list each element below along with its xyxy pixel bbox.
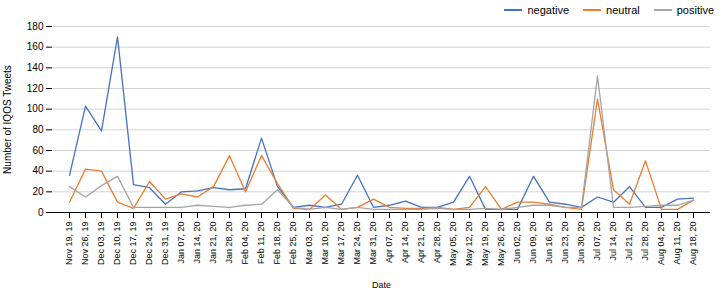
svg-text:May 12, 20: May 12, 20 [464,222,474,267]
svg-text:Mar 17, 20: Mar 17, 20 [336,222,346,265]
svg-text:Aug 04, 20: Aug 04, 20 [656,222,666,266]
svg-text:Jul 21, 20: Jul 21, 20 [624,222,634,261]
svg-text:20: 20 [32,186,44,197]
html-text:neutral: neutral [606,4,640,16]
svg-text:Mar 03, 20: Mar 03, 20 [304,222,314,265]
svg-text:140: 140 [27,62,44,73]
svg-text:Jun 30, 20: Jun 30, 20 [576,222,586,264]
svg-text:Mar 24, 20: Mar 24, 20 [352,222,362,265]
svg-text:May 19, 20: May 19, 20 [480,222,490,267]
svg-text:Jul 07, 20: Jul 07, 20 [592,222,602,261]
svg-text:May 05, 20: May 05, 20 [448,222,458,267]
svg-text:100: 100 [27,103,44,114]
svg-text:May 26, 20: May 26, 20 [496,222,506,267]
svg-text:Jun 02, 20: Jun 02, 20 [512,222,522,264]
svg-text:Apr 28, 20: Apr 28, 20 [432,222,442,264]
svg-text:Feb 11, 20: Feb 11, 20 [256,222,266,264]
svg-text:Mar 31, 20: Mar 31, 20 [368,222,378,265]
svg-text:Apr 14, 20: Apr 14, 20 [400,222,410,264]
svg-text:Aug 18, 20: Aug 18, 20 [688,222,698,266]
svg-text:Dec 10, 19: Dec 10, 19 [112,222,122,266]
svg-text:Jan 07, 20: Jan 07, 20 [176,222,186,264]
svg-text:120: 120 [27,83,44,94]
svg-text:Apr 07, 20: Apr 07, 20 [384,222,394,264]
svg-text:Number of IQOS Tweets: Number of IQOS Tweets [2,65,13,174]
svg-text:Jan 28, 20: Jan 28, 20 [224,222,234,264]
svg-text:Feb 18, 20: Feb 18, 20 [272,222,282,265]
svg-text:0: 0 [38,207,44,218]
svg-text:160: 160 [27,41,44,52]
svg-text:Dec 24, 19: Dec 24, 19 [144,222,154,266]
svg-text:Jun 09, 20: Jun 09, 20 [528,222,538,264]
svg-text:60: 60 [32,145,44,156]
svg-text:40: 40 [32,165,44,176]
svg-text:Jul 14, 20: Jul 14, 20 [608,222,618,261]
svg-text:Aug 11, 20: Aug 11, 20 [672,222,682,265]
svg-text:Jul 28, 20: Jul 28, 20 [640,222,650,261]
svg-text:180: 180 [27,21,44,32]
svg-text:Jun 16, 20: Jun 16, 20 [544,222,554,264]
svg-text:Feb 25, 20: Feb 25, 20 [288,222,298,265]
svg-text:Dec 17, 19: Dec 17, 19 [128,222,138,266]
svg-text:Apr 21, 20: Apr 21, 20 [416,222,426,264]
svg-text:Date: Date [372,280,391,290]
svg-text:Dec 03, 19: Dec 03, 19 [96,222,106,266]
svg-text:Dec 31, 19: Dec 31, 19 [160,222,170,266]
svg-text:Feb 04, 20: Feb 04, 20 [240,222,250,265]
svg-text:Nov 19, 19: Nov 19, 19 [64,222,74,266]
svg-text:Jan 14, 20: Jan 14, 20 [192,222,202,264]
html-text:negative: negative [527,4,570,16]
html-text:positive: positive [676,4,714,16]
svg-text:80: 80 [32,124,44,135]
svg-text:Nov 26, 19: Nov 26, 19 [80,222,90,266]
svg-text:Mar 10, 20: Mar 10, 20 [320,222,330,265]
svg-text:Jun 23, 20: Jun 23, 20 [560,222,570,264]
svg-text:Jan 21, 20: Jan 21, 20 [208,222,218,264]
